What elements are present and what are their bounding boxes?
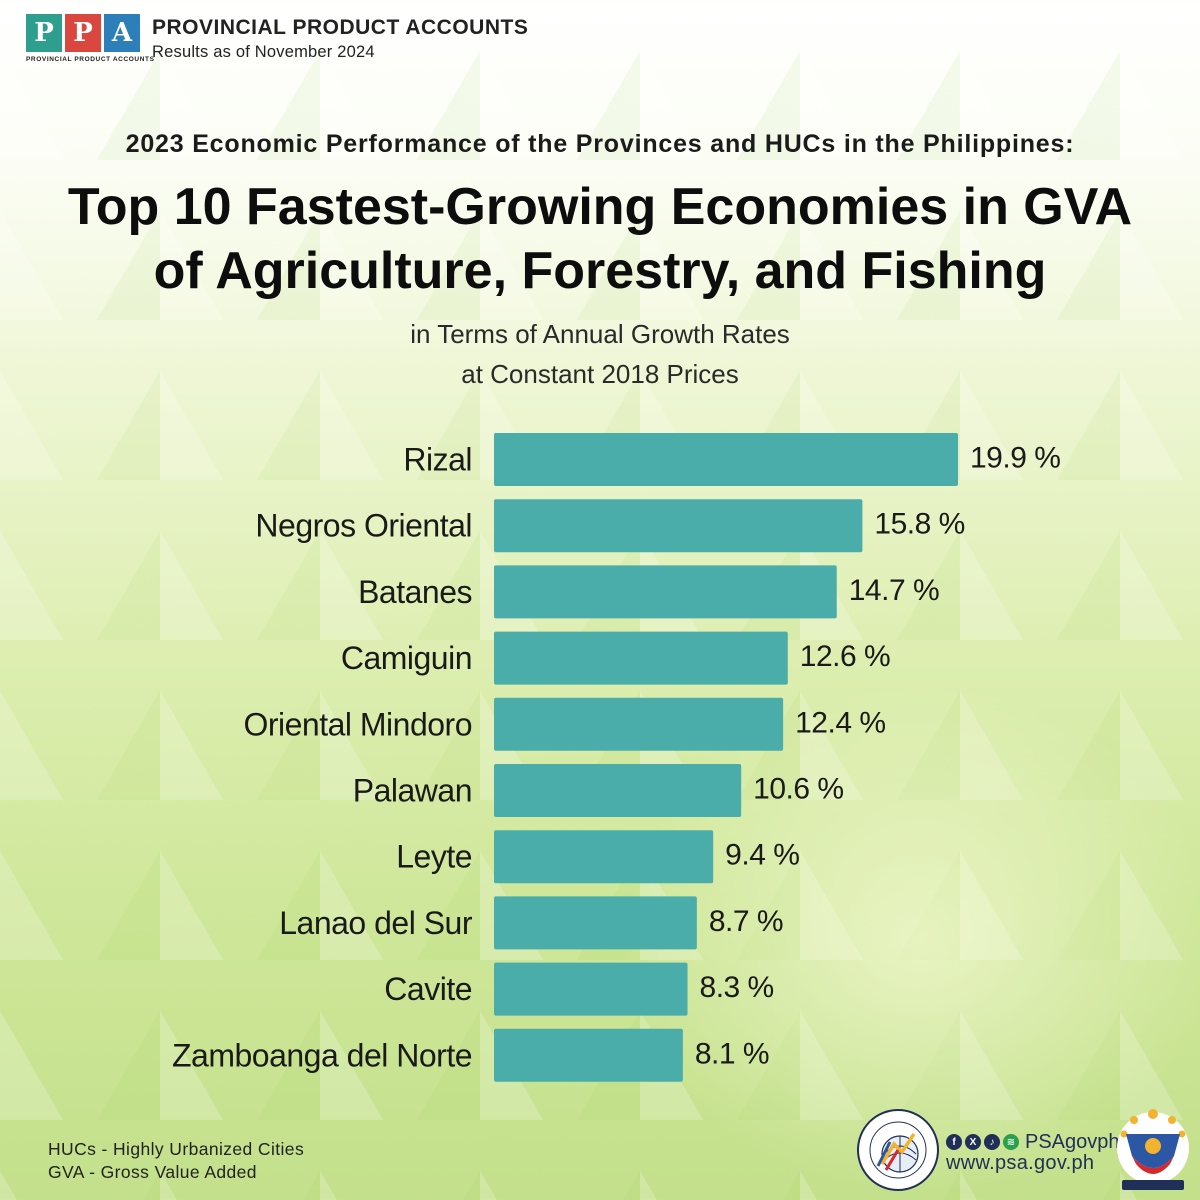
value-label: 14.7 % <box>849 574 939 607</box>
value-label: 9.4 % <box>725 839 799 872</box>
value-label: 12.4 % <box>795 706 885 739</box>
category-label: Cavite <box>384 971 472 1007</box>
social-handle[interactable]: PSAgovph <box>1025 1130 1120 1153</box>
category-label: Zamboanga del Norte <box>172 1037 472 1073</box>
bar-palawan <box>494 764 742 817</box>
bar-rizal <box>494 433 958 486</box>
bar-lanao-del-sur <box>494 896 697 950</box>
category-label: Camiguin <box>341 640 472 676</box>
logo-tile-1: P <box>26 14 62 52</box>
x-icon[interactable]: X <box>965 1134 981 1150</box>
category-label: Rizal <box>403 442 472 478</box>
value-label: 12.6 % <box>800 640 890 673</box>
main-title-line-1: Top 10 Fastest-Growing Economies in GVA <box>67 178 1133 236</box>
category-label: Negros Oriental <box>255 508 472 544</box>
chart-subtitle: in Terms of Annual Growth Rates at Const… <box>0 314 1200 394</box>
bar-zamboanga-del-norte <box>494 1028 683 1082</box>
bar-batanes <box>494 565 837 619</box>
category-label: Batanes <box>358 574 472 610</box>
header-title: PROVINCIAL PRODUCT ACCOUNTS <box>152 16 529 39</box>
bar-negros-oriental <box>494 499 863 553</box>
category-label: Oriental Mindoro <box>243 706 472 742</box>
bagong-pilipinas-logo <box>1117 1109 1189 1190</box>
psa-seal-logo <box>857 1109 939 1191</box>
value-label: 10.6 % <box>753 773 843 806</box>
ppa-logo: P P P A PROVINCIAL PRODUCT ACCOUNTS <box>26 14 155 68</box>
category-label: Palawan <box>353 773 472 809</box>
category-label: Leyte <box>396 839 472 875</box>
social-links: f X ♪ ≋ PSAgovph <box>946 1130 1120 1154</box>
value-label: 8.1 % <box>695 1037 769 1070</box>
footnotes: HUCs - Highly Urbanized Cities GVA - Gro… <box>48 1138 304 1184</box>
subtitle-line-1: in Terms of Annual Growth Rates <box>410 319 790 349</box>
logo-caption: PROVINCIAL PRODUCT ACCOUNTS <box>26 56 155 63</box>
subtitle-line-2: at Constant 2018 Prices <box>461 359 739 389</box>
value-label: 8.3 % <box>700 971 774 1004</box>
facebook-icon[interactable]: f <box>946 1134 962 1150</box>
value-label: 15.8 % <box>874 508 964 541</box>
footnote-gva: GVA - Gross Value Added <box>48 1162 257 1182</box>
main-title: Top 10 Fastest-Growing Economies in GVA … <box>0 175 1200 303</box>
logo-tile-4: A <box>104 14 140 52</box>
bar-oriental-mindoro <box>494 697 784 751</box>
logo-tile-3: P <box>65 14 101 52</box>
spotify-icon[interactable]: ≋ <box>1003 1134 1019 1150</box>
tiktok-icon[interactable]: ♪ <box>984 1134 1000 1150</box>
bar-leyte <box>494 830 714 884</box>
main-title-line-2: of Agriculture, Forestry, and Fishing <box>153 242 1047 300</box>
header-subtitle: Results as of November 2024 <box>152 43 375 61</box>
value-label: 8.7 % <box>709 905 783 938</box>
website-link[interactable]: www.psa.gov.ph <box>946 1152 1095 1174</box>
value-label: 19.9 % <box>970 442 1060 475</box>
bar-cavite <box>494 962 688 1016</box>
supertitle: 2023 Economic Performance of the Provinc… <box>125 130 1075 158</box>
category-label: Lanao del Sur <box>279 905 473 941</box>
footnote-hucs: HUCs - Highly Urbanized Cities <box>48 1139 305 1159</box>
bar-camiguin <box>494 631 788 685</box>
